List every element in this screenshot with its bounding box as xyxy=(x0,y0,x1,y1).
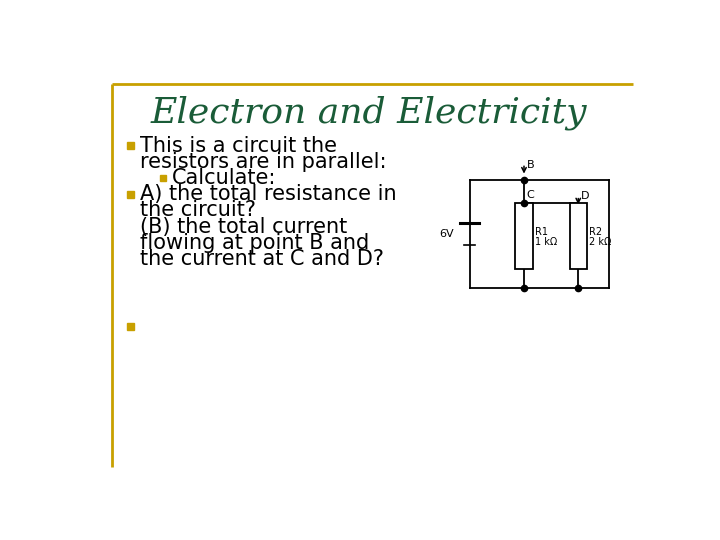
Text: 2 kΩ: 2 kΩ xyxy=(589,237,611,247)
Text: the current at C and D?: the current at C and D? xyxy=(140,249,384,269)
Bar xyxy=(516,204,533,269)
Text: C: C xyxy=(526,190,534,200)
Bar xyxy=(127,323,134,330)
Bar xyxy=(127,191,134,198)
Text: A) the total resistance in: A) the total resistance in xyxy=(140,184,397,204)
Text: Electron and Electricity: Electron and Electricity xyxy=(150,96,588,130)
Text: the circuit?: the circuit? xyxy=(140,200,256,220)
Text: B: B xyxy=(527,160,535,170)
Text: flowing at point B and: flowing at point B and xyxy=(140,233,369,253)
Bar xyxy=(570,204,587,269)
Text: Calculate:: Calculate: xyxy=(172,168,276,188)
Text: This is a circuit the: This is a circuit the xyxy=(140,136,338,156)
Text: (B) the total current: (B) the total current xyxy=(140,217,348,237)
Bar xyxy=(127,142,134,149)
Text: R2: R2 xyxy=(589,227,602,237)
Text: R1: R1 xyxy=(535,227,548,237)
Text: 1 kΩ: 1 kΩ xyxy=(535,237,557,247)
Bar xyxy=(160,175,166,181)
Text: 6V: 6V xyxy=(440,229,454,239)
Text: D: D xyxy=(580,191,589,201)
Text: resistors are in parallel:: resistors are in parallel: xyxy=(140,152,387,172)
